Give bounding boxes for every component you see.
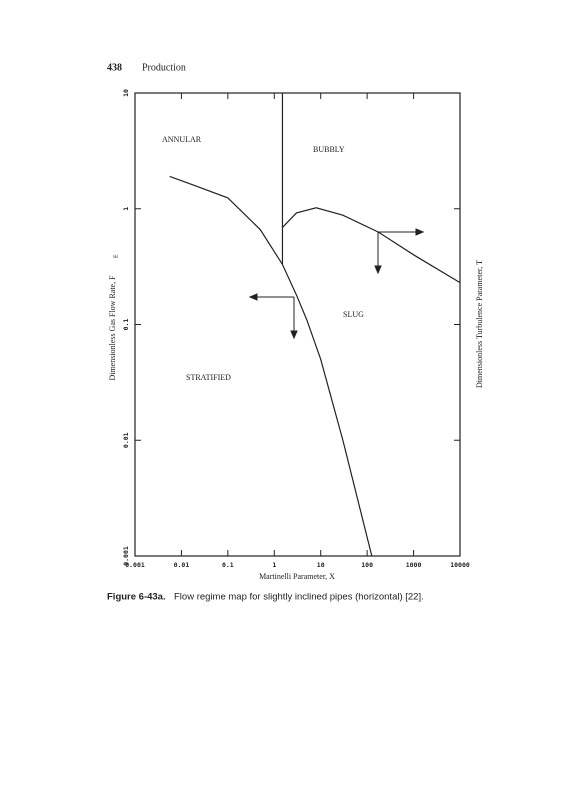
region-label: BUBBLY [313, 145, 345, 154]
caption-label: Figure 6-43a. [107, 592, 166, 603]
section-title: Production [142, 62, 186, 73]
arrow-head [248, 293, 258, 301]
arrow-head [290, 330, 298, 340]
y-tick-label: 0.001 [122, 546, 130, 566]
y-axis-label-group: Dimensionless Gas Flow Rate, F E [108, 254, 120, 381]
region-label: ANNULAR [162, 135, 202, 144]
curve [282, 207, 461, 284]
x-tick-label: 0.001 [125, 561, 145, 569]
y-tick-label: 1 [122, 207, 130, 211]
x-axis-label: Martinelli Parameter, X [259, 572, 335, 581]
arrow-head [415, 228, 425, 236]
y-axis-label-subscript: E [113, 254, 119, 258]
x-tick-label: 10000 [450, 561, 470, 569]
y-axis-label: Dimensionless Gas Flow Rate, F [108, 275, 117, 381]
x-tick-label: 0.1 [222, 561, 234, 569]
page-number: 438 [107, 62, 122, 73]
x-tick-label: 1 [272, 561, 276, 569]
region-label: SLUG [343, 310, 364, 319]
x-tick-label: 1000 [406, 561, 422, 569]
y-tick-label: 0.1 [122, 319, 130, 331]
arrows [248, 228, 425, 340]
x-tick-label: 0.01 [174, 561, 190, 569]
x-tick-label: 100 [361, 561, 373, 569]
y-tick-label: 10 [122, 89, 130, 97]
y-tick-label: 0.01 [122, 432, 130, 448]
curve [169, 175, 373, 557]
y2-axis-label: Dimensionless Turbulence Parameter, T [475, 260, 484, 388]
x-tick-label: 10 [317, 561, 325, 569]
caption-text: Flow regime map for slightly inclined pi… [174, 592, 424, 603]
arrow-head [374, 265, 382, 275]
plot-frame [134, 92, 461, 557]
region-label: STRATIFIED [186, 373, 231, 382]
